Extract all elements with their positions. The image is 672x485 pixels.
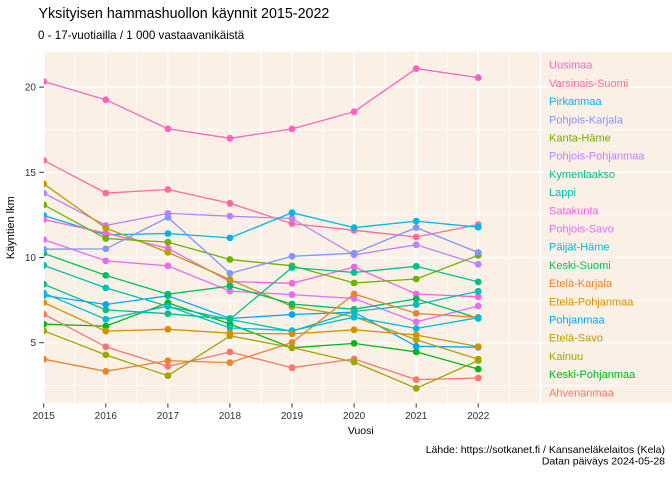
svg-text:Kymenlaakso: Kymenlaakso xyxy=(549,169,615,181)
svg-text:Lähde: https://sotkanet.fi / K: Lähde: https://sotkanet.fi / Kansaneläke… xyxy=(426,444,665,456)
svg-text:Pohjanmaa: Pohjanmaa xyxy=(549,315,606,327)
svg-text:2019: 2019 xyxy=(281,411,304,422)
svg-text:Yksityisen hammashuollon käynn: Yksityisen hammashuollon käynnit 2015-20… xyxy=(39,6,330,22)
svg-text:Keski-Pohjanmaa: Keski-Pohjanmaa xyxy=(549,369,636,381)
svg-text:Etelä-Pohjanmaa: Etelä-Pohjanmaa xyxy=(549,296,634,308)
svg-text:Pohjois-Savo: Pohjois-Savo xyxy=(549,224,614,236)
svg-text:Etelä-Karjala: Etelä-Karjala xyxy=(549,278,613,290)
svg-text:Ahvenanmaa: Ahvenanmaa xyxy=(549,387,615,399)
svg-text:Datan päiväys 2024-05-28: Datan päiväys 2024-05-28 xyxy=(542,455,665,467)
svg-text:Vuosi: Vuosi xyxy=(348,425,374,437)
svg-text:Keski-Suomi: Keski-Suomi xyxy=(549,260,611,272)
svg-text:Pohjois-Karjala: Pohjois-Karjala xyxy=(549,114,624,126)
svg-text:2022: 2022 xyxy=(467,411,490,422)
svg-text:Varsinais-Suomi: Varsinais-Suomi xyxy=(549,78,628,90)
svg-text:Pirkanmaa: Pirkanmaa xyxy=(549,96,602,108)
svg-text:2017: 2017 xyxy=(157,411,180,422)
svg-text:2021: 2021 xyxy=(405,411,428,422)
svg-text:Käyntien lkm: Käyntien lkm xyxy=(5,196,17,259)
svg-text:2018: 2018 xyxy=(219,411,242,422)
svg-text:Etelä-Savo: Etelä-Savo xyxy=(549,333,603,345)
svg-text:15: 15 xyxy=(25,168,37,179)
svg-text:2015: 2015 xyxy=(33,411,56,422)
svg-text:Lappi: Lappi xyxy=(549,187,576,199)
svg-text:0 - 17-vuotiailla / 1 000 vast: 0 - 17-vuotiailla / 1 000 vastaavanikäis… xyxy=(38,29,245,42)
svg-text:5: 5 xyxy=(30,338,36,349)
svg-text:Satakunta: Satakunta xyxy=(549,205,599,217)
svg-text:2016: 2016 xyxy=(95,411,118,422)
svg-text:20: 20 xyxy=(25,83,37,94)
svg-text:10: 10 xyxy=(25,253,37,264)
svg-text:Kainuu: Kainuu xyxy=(549,351,583,363)
svg-text:Uusimaa: Uusimaa xyxy=(549,60,593,72)
svg-text:Pohjois-Pohjanmaa: Pohjois-Pohjanmaa xyxy=(549,151,645,163)
svg-text:Kanta-Häme: Kanta-Häme xyxy=(549,133,611,145)
svg-text:Päijät-Häme: Päijät-Häme xyxy=(549,242,610,254)
svg-text:2020: 2020 xyxy=(343,411,366,422)
